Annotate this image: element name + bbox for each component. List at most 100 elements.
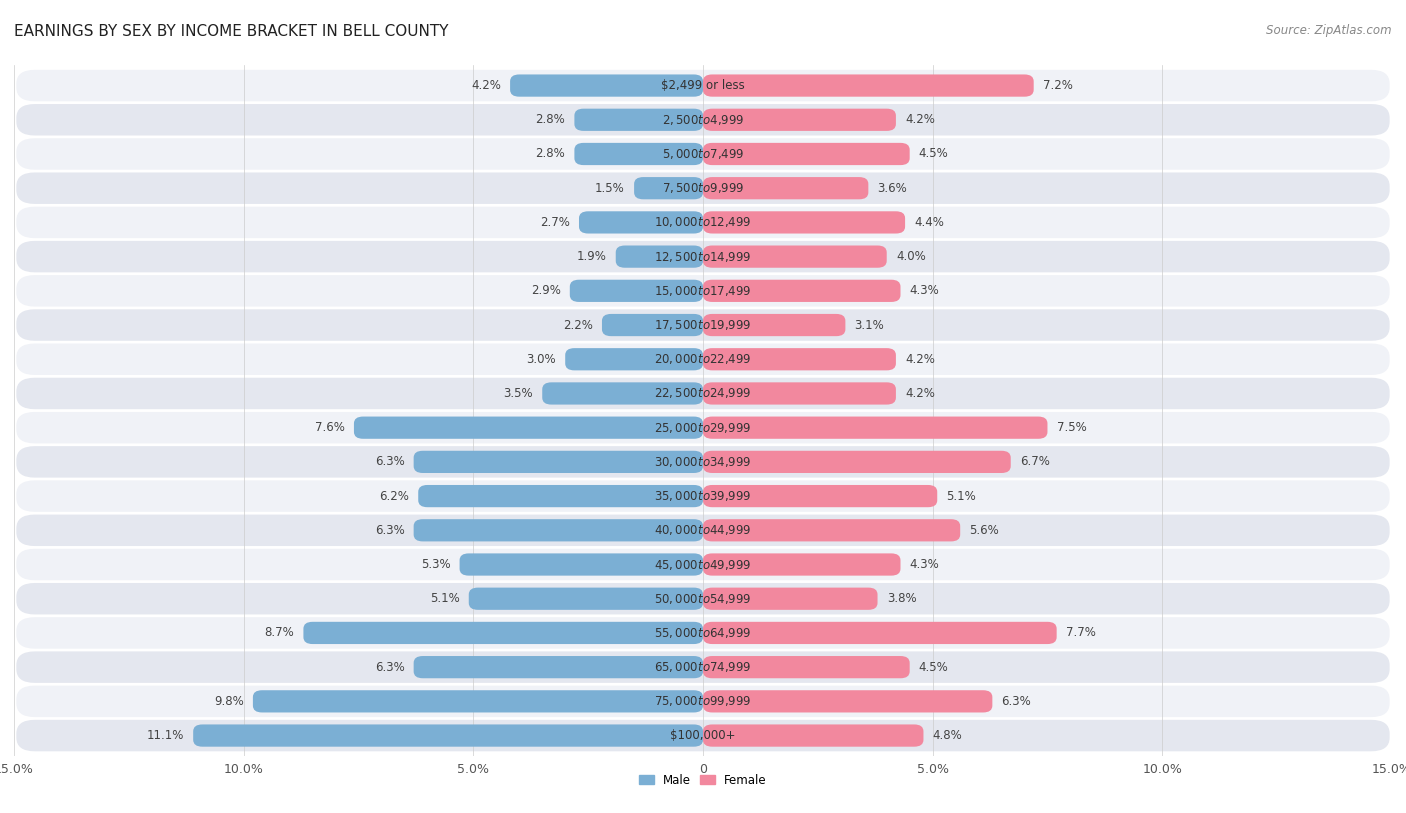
Text: 5.6%: 5.6% xyxy=(969,524,1000,537)
FancyBboxPatch shape xyxy=(703,177,869,199)
Text: 4.2%: 4.2% xyxy=(471,79,501,92)
FancyBboxPatch shape xyxy=(703,211,905,233)
FancyBboxPatch shape xyxy=(17,617,1389,649)
FancyBboxPatch shape xyxy=(703,690,993,712)
Text: $15,000 to $17,499: $15,000 to $17,499 xyxy=(654,284,752,298)
FancyBboxPatch shape xyxy=(703,554,900,576)
FancyBboxPatch shape xyxy=(17,104,1389,136)
Text: $10,000 to $12,499: $10,000 to $12,499 xyxy=(654,215,752,229)
Text: 8.7%: 8.7% xyxy=(264,627,294,640)
Text: 7.6%: 7.6% xyxy=(315,421,344,434)
Text: 6.3%: 6.3% xyxy=(375,524,405,537)
FancyBboxPatch shape xyxy=(703,143,910,165)
Text: $65,000 to $74,999: $65,000 to $74,999 xyxy=(654,660,752,674)
FancyBboxPatch shape xyxy=(703,416,1047,439)
Text: 4.3%: 4.3% xyxy=(910,285,939,298)
Text: $2,499 or less: $2,499 or less xyxy=(661,79,745,92)
FancyBboxPatch shape xyxy=(703,656,910,678)
Text: 4.2%: 4.2% xyxy=(905,353,935,366)
FancyBboxPatch shape xyxy=(17,241,1389,272)
FancyBboxPatch shape xyxy=(17,70,1389,102)
Text: 9.8%: 9.8% xyxy=(214,695,243,708)
Text: 6.3%: 6.3% xyxy=(375,661,405,674)
FancyBboxPatch shape xyxy=(17,720,1389,751)
FancyBboxPatch shape xyxy=(17,309,1389,341)
Text: 7.5%: 7.5% xyxy=(1057,421,1087,434)
Text: $5,000 to $7,499: $5,000 to $7,499 xyxy=(662,147,744,161)
FancyBboxPatch shape xyxy=(460,554,703,576)
Text: 2.8%: 2.8% xyxy=(536,113,565,126)
Text: $45,000 to $49,999: $45,000 to $49,999 xyxy=(654,558,752,572)
Text: 3.8%: 3.8% xyxy=(887,592,917,605)
Text: Source: ZipAtlas.com: Source: ZipAtlas.com xyxy=(1267,24,1392,37)
FancyBboxPatch shape xyxy=(510,75,703,97)
FancyBboxPatch shape xyxy=(703,280,900,302)
FancyBboxPatch shape xyxy=(703,485,938,507)
FancyBboxPatch shape xyxy=(253,690,703,712)
Text: 5.3%: 5.3% xyxy=(420,558,450,571)
Text: 7.2%: 7.2% xyxy=(1043,79,1073,92)
FancyBboxPatch shape xyxy=(354,416,703,439)
Text: 11.1%: 11.1% xyxy=(146,729,184,742)
Text: $12,500 to $14,999: $12,500 to $14,999 xyxy=(654,250,752,263)
FancyBboxPatch shape xyxy=(17,685,1389,717)
FancyBboxPatch shape xyxy=(634,177,703,199)
FancyBboxPatch shape xyxy=(703,348,896,371)
Text: $25,000 to $29,999: $25,000 to $29,999 xyxy=(654,420,752,435)
Text: 4.8%: 4.8% xyxy=(932,729,962,742)
Text: 4.4%: 4.4% xyxy=(914,216,945,229)
Text: EARNINGS BY SEX BY INCOME BRACKET IN BELL COUNTY: EARNINGS BY SEX BY INCOME BRACKET IN BEL… xyxy=(14,24,449,39)
Text: $22,500 to $24,999: $22,500 to $24,999 xyxy=(654,386,752,401)
FancyBboxPatch shape xyxy=(703,520,960,541)
Text: $30,000 to $34,999: $30,000 to $34,999 xyxy=(654,455,752,469)
Text: 3.5%: 3.5% xyxy=(503,387,533,400)
Text: 3.6%: 3.6% xyxy=(877,181,907,194)
FancyBboxPatch shape xyxy=(703,314,845,336)
FancyBboxPatch shape xyxy=(703,75,1033,97)
Text: 6.3%: 6.3% xyxy=(375,455,405,468)
FancyBboxPatch shape xyxy=(17,172,1389,204)
Text: 3.1%: 3.1% xyxy=(855,319,884,332)
Text: 4.5%: 4.5% xyxy=(920,147,949,160)
Text: 5.1%: 5.1% xyxy=(430,592,460,605)
FancyBboxPatch shape xyxy=(17,378,1389,409)
Text: 4.3%: 4.3% xyxy=(910,558,939,571)
Text: 4.5%: 4.5% xyxy=(920,661,949,674)
FancyBboxPatch shape xyxy=(17,207,1389,238)
Legend: Male, Female: Male, Female xyxy=(634,769,772,792)
Text: 6.3%: 6.3% xyxy=(1001,695,1031,708)
Text: $17,500 to $19,999: $17,500 to $19,999 xyxy=(654,318,752,332)
FancyBboxPatch shape xyxy=(703,724,924,746)
FancyBboxPatch shape xyxy=(569,280,703,302)
FancyBboxPatch shape xyxy=(17,480,1389,512)
FancyBboxPatch shape xyxy=(413,656,703,678)
FancyBboxPatch shape xyxy=(468,588,703,610)
Text: 4.2%: 4.2% xyxy=(905,387,935,400)
FancyBboxPatch shape xyxy=(17,446,1389,477)
FancyBboxPatch shape xyxy=(418,485,703,507)
FancyBboxPatch shape xyxy=(17,412,1389,443)
Text: $20,000 to $22,499: $20,000 to $22,499 xyxy=(654,352,752,366)
Text: $55,000 to $64,999: $55,000 to $64,999 xyxy=(654,626,752,640)
Text: $2,500 to $4,999: $2,500 to $4,999 xyxy=(662,113,744,127)
FancyBboxPatch shape xyxy=(703,382,896,405)
FancyBboxPatch shape xyxy=(703,622,1057,644)
FancyBboxPatch shape xyxy=(413,450,703,473)
Text: 3.0%: 3.0% xyxy=(526,353,555,366)
FancyBboxPatch shape xyxy=(543,382,703,405)
Text: 4.2%: 4.2% xyxy=(905,113,935,126)
Text: 6.2%: 6.2% xyxy=(380,489,409,502)
FancyBboxPatch shape xyxy=(602,314,703,336)
Text: 6.7%: 6.7% xyxy=(1019,455,1050,468)
Text: 4.0%: 4.0% xyxy=(896,250,925,263)
FancyBboxPatch shape xyxy=(17,275,1389,307)
FancyBboxPatch shape xyxy=(17,138,1389,170)
FancyBboxPatch shape xyxy=(17,583,1389,615)
FancyBboxPatch shape xyxy=(304,622,703,644)
Text: 2.9%: 2.9% xyxy=(530,285,561,298)
Text: $7,500 to $9,999: $7,500 to $9,999 xyxy=(662,181,744,195)
Text: $35,000 to $39,999: $35,000 to $39,999 xyxy=(654,489,752,503)
FancyBboxPatch shape xyxy=(413,520,703,541)
Text: 1.5%: 1.5% xyxy=(595,181,624,194)
FancyBboxPatch shape xyxy=(575,143,703,165)
